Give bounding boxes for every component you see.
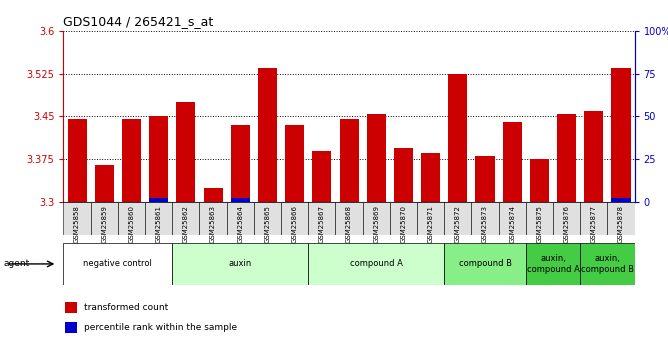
Bar xyxy=(172,243,308,285)
Bar xyxy=(584,111,603,202)
Bar xyxy=(335,202,363,235)
Bar xyxy=(149,116,168,202)
Text: GSM25878: GSM25878 xyxy=(618,205,624,243)
Bar xyxy=(526,202,553,235)
Bar xyxy=(63,243,172,285)
Bar xyxy=(394,148,413,202)
Bar xyxy=(226,202,254,235)
Text: GSM25862: GSM25862 xyxy=(183,205,189,243)
Bar xyxy=(557,114,576,202)
Bar xyxy=(258,68,277,202)
Text: GSM25877: GSM25877 xyxy=(591,205,597,243)
Text: GSM25874: GSM25874 xyxy=(509,205,515,243)
Bar xyxy=(67,119,87,202)
Bar xyxy=(607,202,635,235)
Text: GSM25865: GSM25865 xyxy=(265,205,271,243)
Bar xyxy=(281,202,308,235)
Bar xyxy=(313,150,331,202)
Text: GSM25864: GSM25864 xyxy=(237,205,243,243)
Bar xyxy=(367,114,385,202)
Text: GSM25863: GSM25863 xyxy=(210,205,216,243)
Bar xyxy=(444,202,472,235)
Bar xyxy=(580,202,607,235)
Bar xyxy=(611,198,631,202)
Text: GSM25861: GSM25861 xyxy=(156,205,162,243)
Bar xyxy=(172,202,200,235)
Text: negative control: negative control xyxy=(84,259,152,268)
Bar xyxy=(421,154,440,202)
Bar xyxy=(308,243,444,285)
Text: GSM25869: GSM25869 xyxy=(373,205,379,243)
Text: auxin: auxin xyxy=(228,259,252,268)
Text: compound B: compound B xyxy=(458,259,512,268)
Text: percentile rank within the sample: percentile rank within the sample xyxy=(84,323,236,332)
Bar xyxy=(230,125,250,202)
Bar xyxy=(444,243,526,285)
Text: GSM25866: GSM25866 xyxy=(292,205,298,243)
Text: GSM25871: GSM25871 xyxy=(428,205,434,243)
Bar xyxy=(363,202,390,235)
Text: GSM25867: GSM25867 xyxy=(319,205,325,243)
Text: GSM25873: GSM25873 xyxy=(482,205,488,243)
Bar xyxy=(200,202,226,235)
Bar xyxy=(65,322,77,334)
Bar xyxy=(63,202,91,235)
Text: GSM25872: GSM25872 xyxy=(455,205,461,243)
Text: GSM25860: GSM25860 xyxy=(128,205,134,243)
Bar xyxy=(580,243,635,285)
Bar xyxy=(176,102,195,202)
Bar xyxy=(230,198,250,202)
Bar xyxy=(472,202,498,235)
Bar xyxy=(417,202,444,235)
Bar xyxy=(149,198,168,202)
Text: auxin,
compound A: auxin, compound A xyxy=(526,254,579,274)
Bar xyxy=(611,68,631,202)
Bar xyxy=(145,202,172,235)
Bar xyxy=(118,202,145,235)
Text: agent: agent xyxy=(3,259,29,268)
Text: GSM25858: GSM25858 xyxy=(74,205,80,243)
Bar xyxy=(553,202,580,235)
Bar xyxy=(308,202,335,235)
Bar xyxy=(339,119,359,202)
Bar xyxy=(390,202,417,235)
Bar xyxy=(526,243,580,285)
Bar xyxy=(91,202,118,235)
Bar xyxy=(65,302,77,313)
Bar xyxy=(95,165,114,202)
Bar xyxy=(122,119,141,202)
Bar xyxy=(448,74,468,202)
Text: compound A: compound A xyxy=(350,259,403,268)
Text: auxin,
compound B: auxin, compound B xyxy=(581,254,634,274)
Text: transformed count: transformed count xyxy=(84,303,168,312)
Text: GSM25876: GSM25876 xyxy=(564,205,570,243)
Bar xyxy=(498,202,526,235)
Bar xyxy=(476,156,494,202)
Text: GSM25868: GSM25868 xyxy=(346,205,352,243)
Text: GSM25859: GSM25859 xyxy=(102,205,108,243)
Bar xyxy=(530,159,549,202)
Text: GSM25870: GSM25870 xyxy=(400,205,406,243)
Bar xyxy=(285,125,304,202)
Bar xyxy=(204,188,222,202)
Bar xyxy=(254,202,281,235)
Text: GDS1044 / 265421_s_at: GDS1044 / 265421_s_at xyxy=(63,16,214,29)
Text: GSM25875: GSM25875 xyxy=(536,205,542,243)
Bar xyxy=(503,122,522,202)
